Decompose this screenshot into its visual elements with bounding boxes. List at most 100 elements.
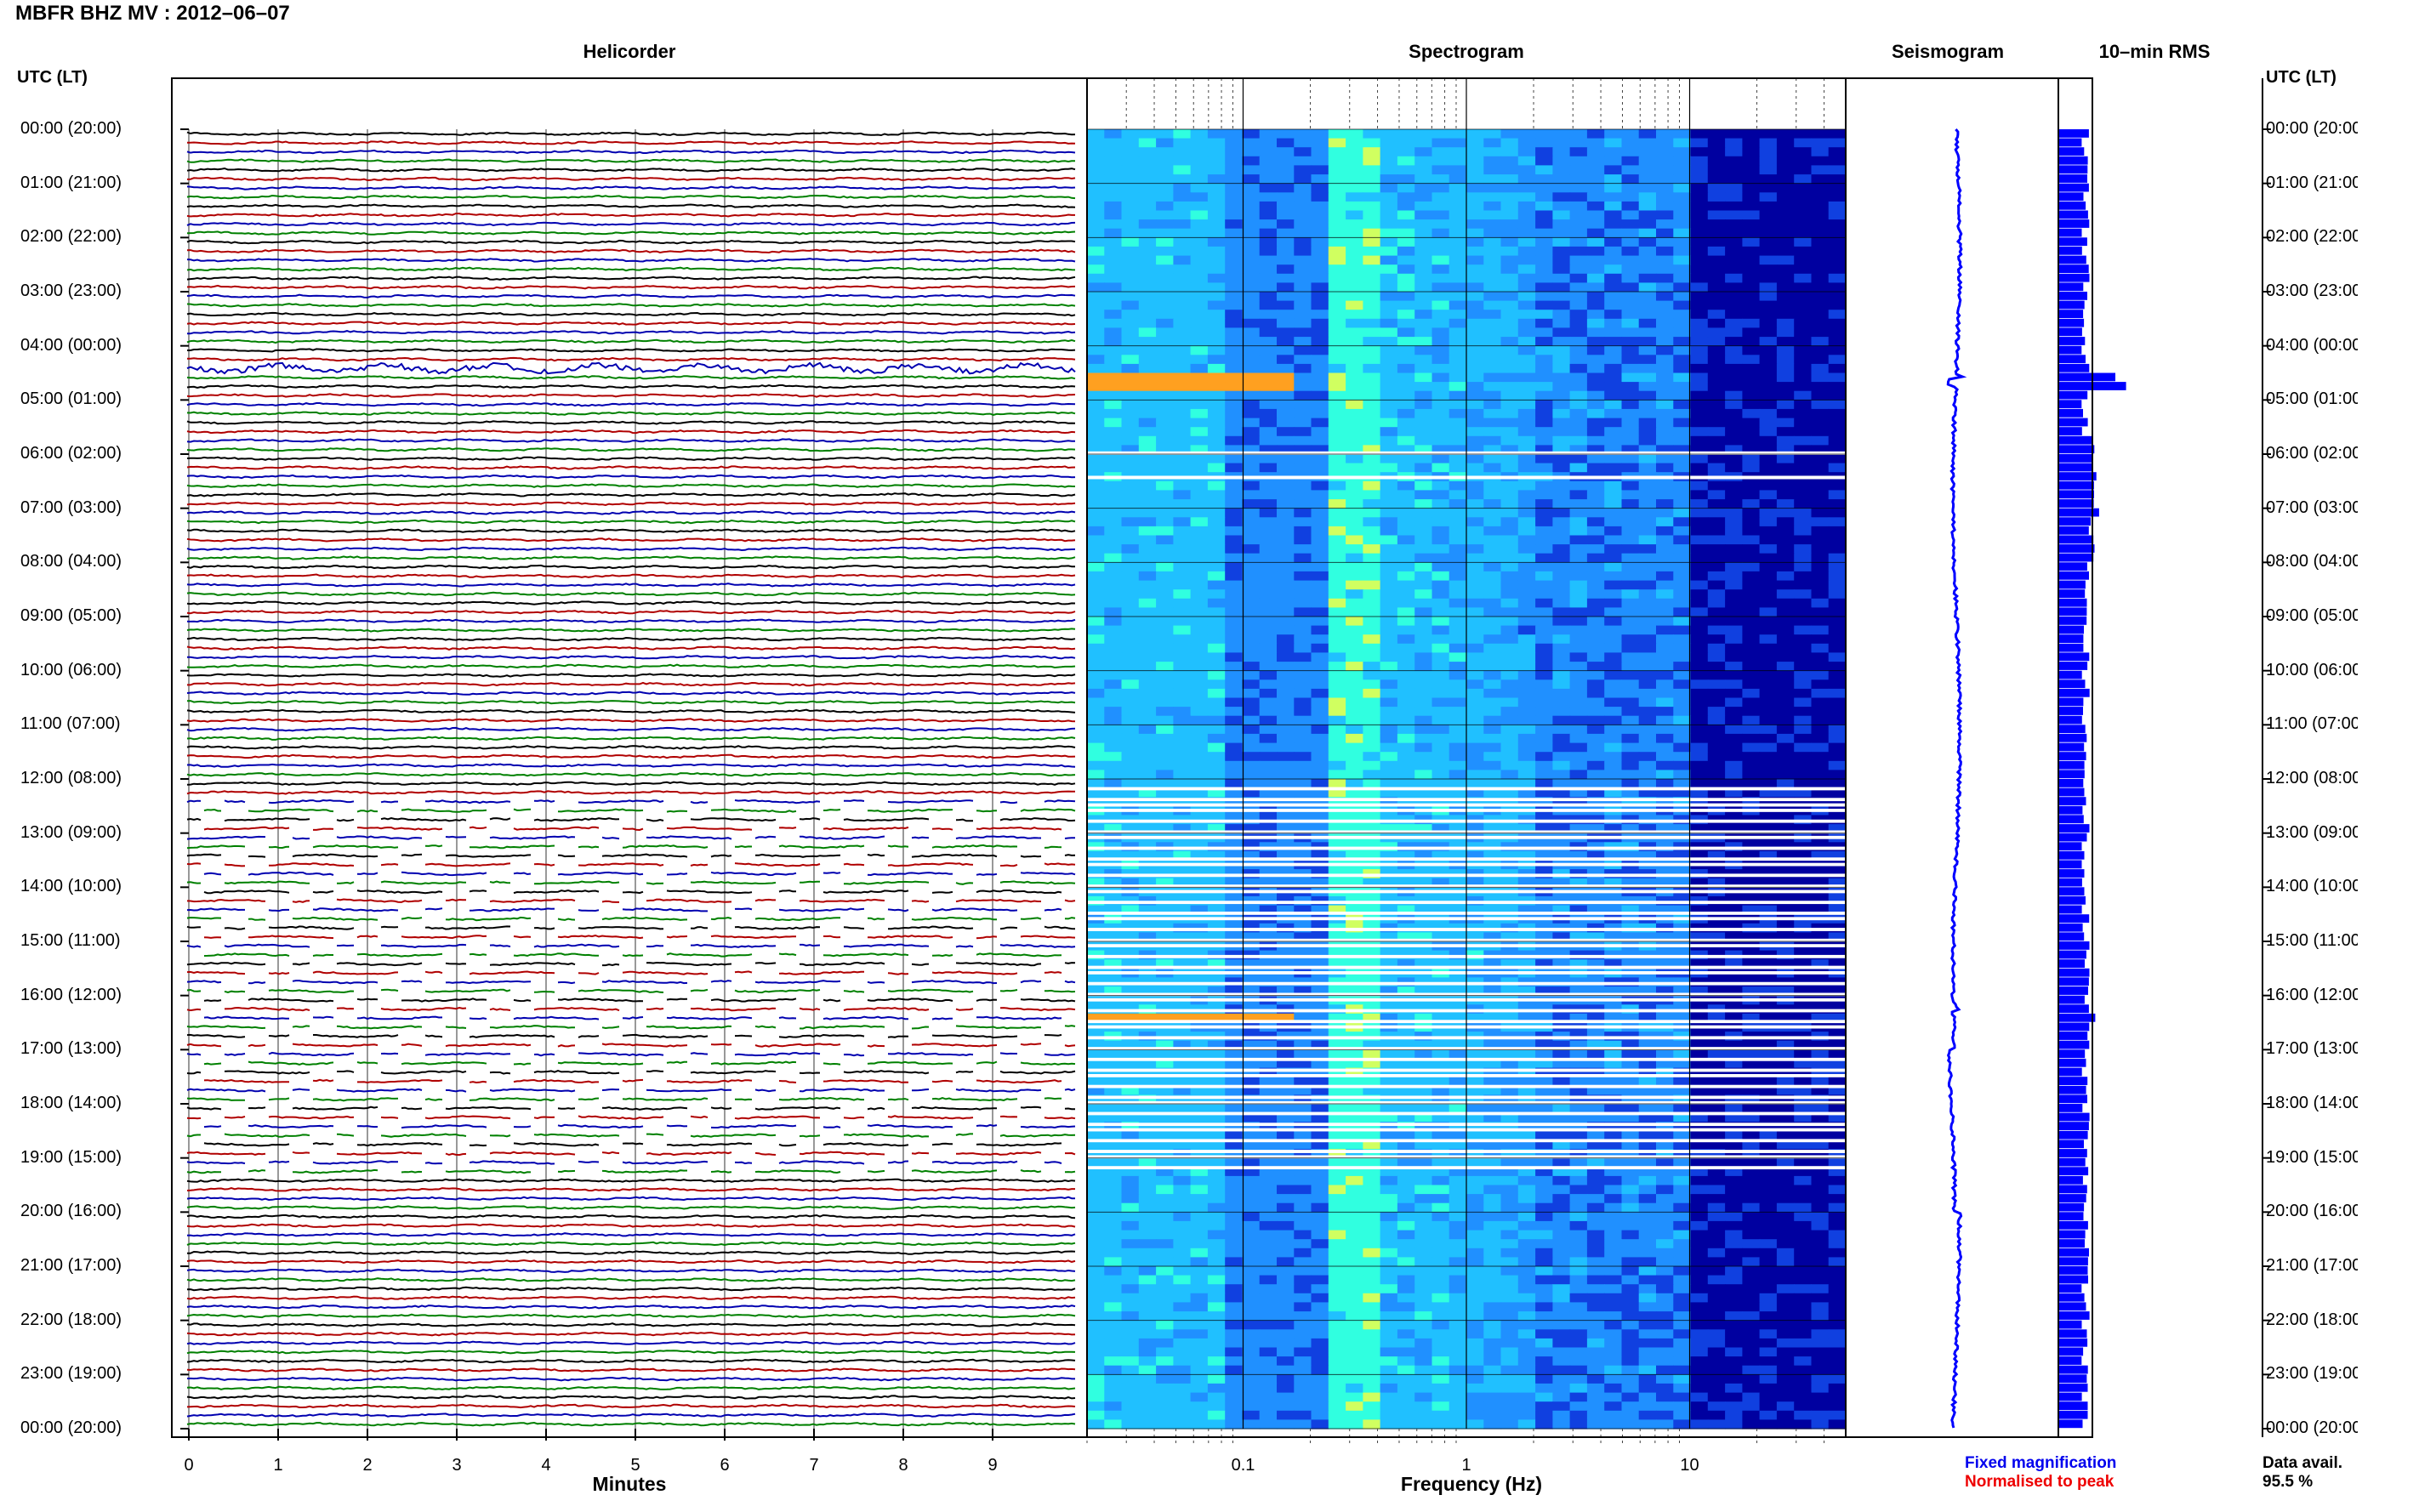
spectrogram-cell [1346, 742, 1363, 753]
spectrogram-cell [1828, 427, 1847, 437]
spectrogram-cell [1742, 337, 1761, 347]
spectrogram-cell [1776, 535, 1795, 545]
spectrogram-cell [1656, 824, 1674, 834]
spectrogram-cell [1466, 553, 1484, 563]
spectrogram-cell [1742, 607, 1761, 617]
spectrogram-cell [1707, 264, 1726, 275]
spectrogram-cell [1794, 770, 1813, 780]
spectrogram-cell [1380, 607, 1398, 617]
spectrogram-cell [1156, 382, 1174, 392]
spectrogram-cell [1397, 571, 1415, 582]
spectrogram-cell [1207, 634, 1226, 645]
spectrogram-cell [1380, 201, 1398, 212]
spectrogram-cell [1500, 725, 1519, 735]
helicorder-trace [186, 1367, 1076, 1373]
spectrogram-cell [1759, 535, 1778, 545]
spectrogram-cell [1604, 1013, 1623, 1024]
spectrogram-cell [1483, 725, 1502, 735]
spectrogram-cell [1517, 400, 1536, 410]
spectrogram-cell [1242, 201, 1261, 212]
spectrogram-cell [1363, 345, 1381, 355]
spectrogram-cell [1517, 662, 1536, 672]
spectrogram-cell [1586, 625, 1605, 635]
spectrogram-cell [1725, 210, 1743, 220]
spectrogram-cell [1552, 797, 1571, 807]
spectrogram-cell [1466, 589, 1484, 600]
spectrogram-cell [1414, 905, 1433, 915]
spectrogram-cell [1794, 310, 1813, 320]
spectrogram-cell [1173, 535, 1192, 545]
spectrogram-cell [1483, 625, 1502, 635]
spectrogram-cell [1535, 1085, 1553, 1095]
spectrogram-cell [1311, 607, 1329, 617]
spectrogram-cell [1725, 174, 1743, 185]
spectrogram-cell [1707, 237, 1726, 247]
spectrogram-cell [1259, 770, 1278, 780]
spectrogram-cell [1328, 418, 1346, 428]
spectrogram-cell [1156, 310, 1174, 320]
spectrogram-cell [1517, 760, 1536, 770]
spectrogram-cell [1156, 363, 1174, 374]
spectrogram-cell [1328, 480, 1346, 491]
spectrogram-cell [1673, 445, 1692, 455]
spectrogram-cell [1725, 670, 1743, 680]
spectrogram-cell [1397, 544, 1415, 554]
spectrogram-cell [1363, 201, 1381, 212]
spectrogram-cell [1707, 752, 1726, 762]
spectrogram-cell [1225, 1094, 1244, 1105]
spectrogram-cell [1294, 715, 1312, 725]
spectrogram-cell [1431, 517, 1450, 527]
spectrogram-cell [1673, 598, 1692, 608]
spectrogram-cell [1449, 1067, 1467, 1077]
spectrogram-cell [1466, 760, 1484, 770]
spectrogram-cell [1811, 652, 1830, 662]
spectrogram-cell [1449, 183, 1467, 193]
spectrogram-cell [1431, 327, 1450, 338]
spectrogram-cell [1121, 147, 1140, 157]
spectrogram-cell [1673, 760, 1692, 770]
spectrogram-cell [1259, 454, 1278, 464]
spectrogram-cell [1138, 1013, 1157, 1024]
spectrogram-cell [1294, 174, 1312, 185]
spectrogram-cell [1673, 959, 1692, 969]
spectrogram-cell [1621, 408, 1640, 419]
spectrogram-cell [1673, 463, 1692, 473]
spectrogram-cell [1707, 427, 1726, 437]
spectrogram-cell [1466, 355, 1484, 365]
spectrogram-cell [1776, 310, 1795, 320]
spectrogram-cell [1466, 725, 1484, 735]
spectrogram-cell [1604, 625, 1623, 635]
spectrogram-cell [1621, 652, 1640, 662]
spectrogram-cell [1569, 219, 1588, 230]
helicorder-trace [186, 1151, 1076, 1157]
spectrogram-cell [1173, 707, 1192, 717]
spectrogram-cell [1725, 707, 1743, 717]
spectrogram-cell [1690, 327, 1709, 338]
spectrogram-cell [1535, 1058, 1553, 1069]
spectrogram-cell [1638, 850, 1657, 861]
spectrogram-cell [1535, 382, 1553, 392]
spectrogram-cell [1363, 878, 1381, 888]
spectrogram-cell [1707, 607, 1726, 617]
spectrogram-cell [1138, 165, 1157, 175]
spectrogram-cell [1311, 355, 1329, 365]
spectrogram-cell [1328, 435, 1346, 446]
spectrogram-cell [1742, 246, 1761, 257]
spectrogram-cell [1414, 553, 1433, 563]
spectrogram-cell [1500, 544, 1519, 554]
spectrogram-cell [1328, 688, 1346, 699]
spectrogram-cell [1569, 138, 1588, 148]
spectrogram-cell [1173, 228, 1192, 238]
spectrogram-cell [1586, 174, 1605, 185]
spectrogram-cell [1535, 499, 1553, 509]
spectrogram-cell [1173, 210, 1192, 220]
spectrogram-cell [1742, 707, 1761, 717]
spectrogram-cell [1621, 382, 1640, 392]
spectrogram-cell [1535, 580, 1553, 590]
spectrogram-cell [1828, 382, 1847, 392]
spectrogram-cell [1776, 445, 1795, 455]
spectrogram-cell [1087, 797, 1105, 807]
spectrogram-cell [1173, 445, 1192, 455]
spectrogram-cell [1759, 318, 1778, 328]
spectrogram-cell [1207, 310, 1226, 320]
